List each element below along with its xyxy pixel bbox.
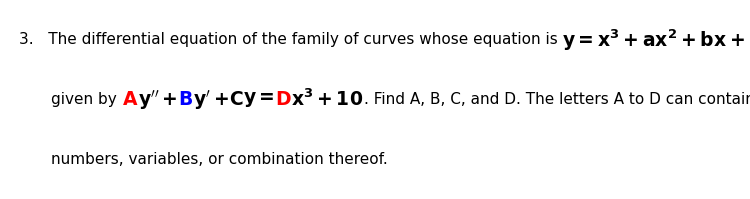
Text: 3.   The differential equation of the family of curves whose equation is: 3. The differential equation of the fami… — [19, 32, 562, 47]
Text: given by: given by — [51, 92, 122, 107]
Text: $\mathbf{y' +}$: $\mathbf{y' +}$ — [193, 88, 229, 111]
Text: $\mathbf{B}$: $\mathbf{B}$ — [178, 90, 193, 109]
Text: $\mathbf{C}$: $\mathbf{C}$ — [229, 90, 243, 109]
Text: $\mathbf{A}$: $\mathbf{A}$ — [122, 90, 138, 109]
Text: $\mathbf{D}$: $\mathbf{D}$ — [274, 90, 291, 109]
Text: $\mathbf{y =}$: $\mathbf{y =}$ — [243, 90, 274, 109]
Text: . Find A, B, C, and D. The letters A to D can contain: . Find A, B, C, and D. The letters A to … — [364, 92, 750, 107]
Text: $\mathbf{y'' +}$: $\mathbf{y'' +}$ — [138, 88, 178, 111]
Text: $\bf{y = x^3 + ax^2 + bx + 5}$: $\bf{y = x^3 + ax^2 + bx + 5}$ — [562, 27, 750, 53]
Text: $\mathbf{x^3 + 10}$: $\mathbf{x^3 + 10}$ — [291, 89, 364, 110]
Text: numbers, variables, or combination thereof.: numbers, variables, or combination there… — [51, 152, 388, 167]
